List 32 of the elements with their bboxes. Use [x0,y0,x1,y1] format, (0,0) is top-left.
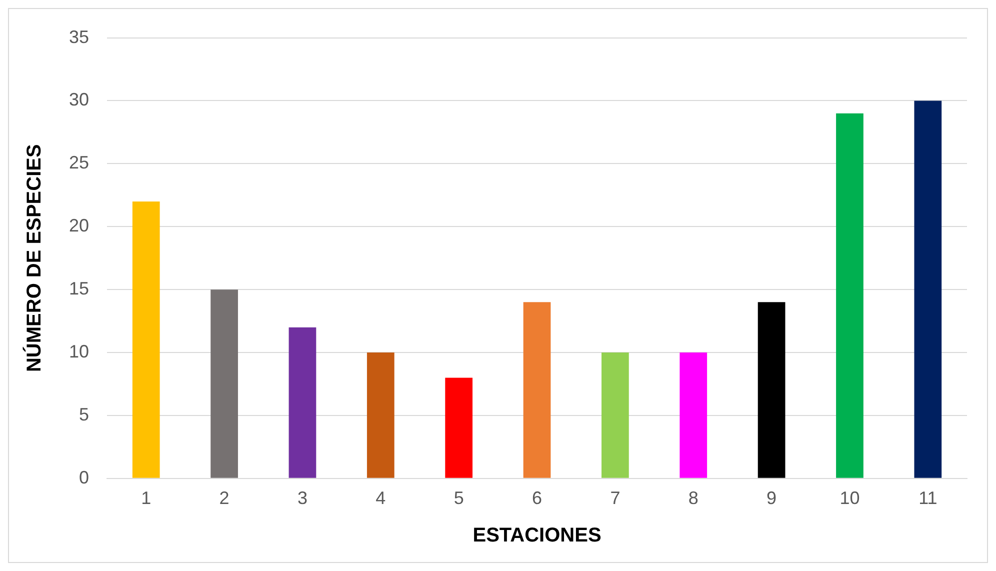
bar [288,327,316,478]
bar [445,378,473,478]
x-tick-label: 8 [688,488,698,508]
bar [836,113,864,478]
y-tick-label: 35 [68,26,90,47]
bar [914,100,942,478]
y-axis-title: NÚMERO DE ESPECIES [22,144,46,372]
y-tick-label: 0 [79,467,90,488]
x-tick-label: 2 [219,488,230,508]
y-tick-label: 25 [68,152,90,173]
y-tick-label: 10 [68,341,90,362]
x-tick-label: 1 [141,488,152,508]
x-tick-label: 5 [454,488,464,508]
x-axis-title: ESTACIONES [472,524,602,547]
x-tick-label: 7 [610,488,620,508]
x-tick-label: 3 [297,488,308,508]
y-tick-label: 5 [79,404,90,424]
y-tick-label: 15 [68,278,90,299]
bar [602,352,629,478]
bar [210,290,238,478]
bar [680,352,708,478]
bar [523,302,551,478]
y-tick-label: 30 [68,90,90,110]
bar [366,352,394,478]
bar [758,302,786,478]
x-tick-label: 11 [918,488,938,508]
x-tick-label: 6 [532,488,542,508]
x-tick-label: 10 [840,488,860,508]
bar [132,201,160,478]
y-tick-label: 20 [68,216,90,236]
x-tick-label: 4 [376,488,386,508]
x-tick-label: 9 [766,488,777,508]
